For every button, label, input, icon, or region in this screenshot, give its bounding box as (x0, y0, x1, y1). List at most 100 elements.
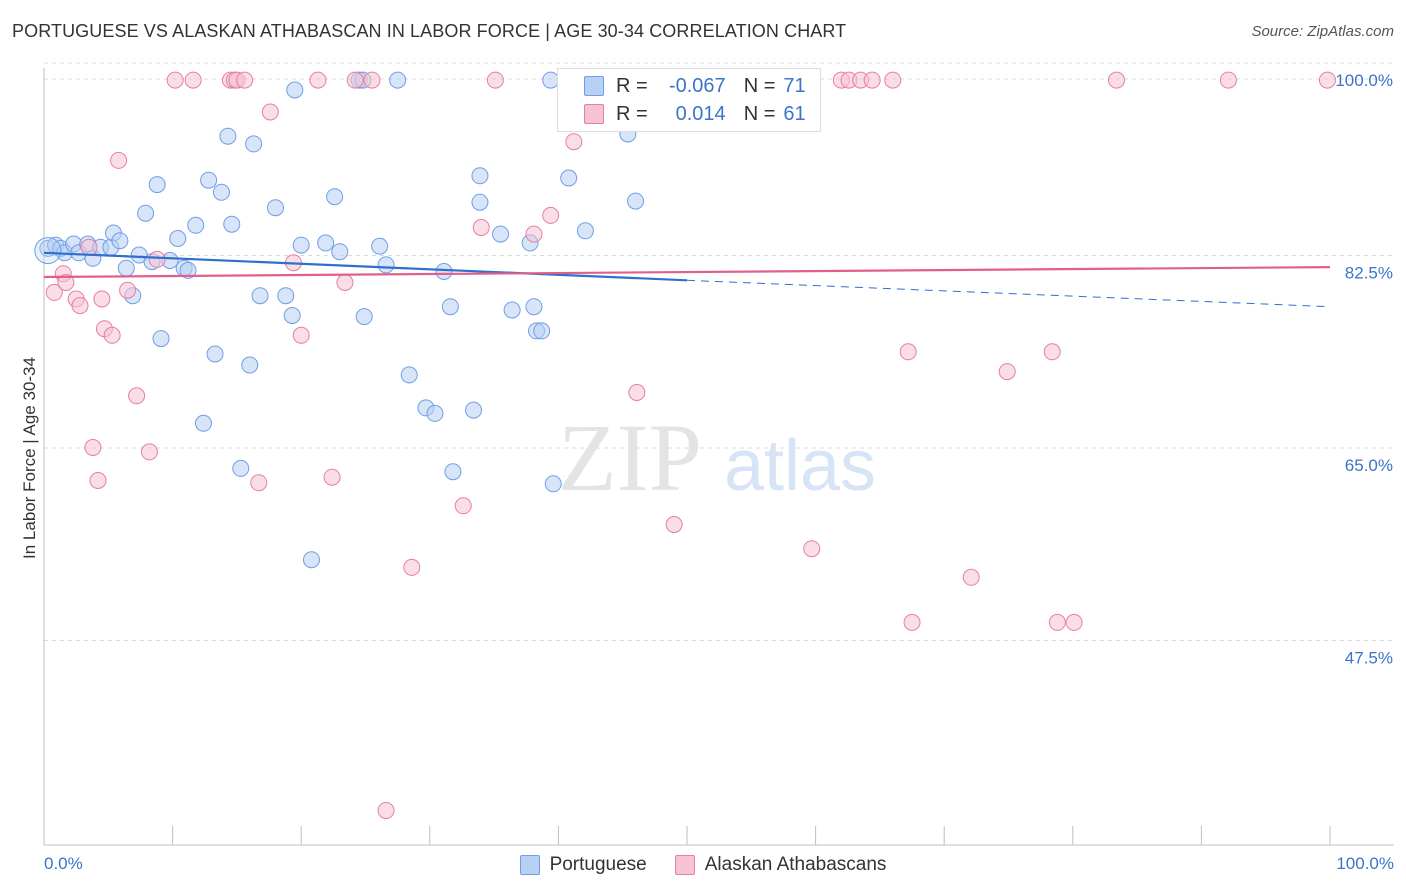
r-label: R = (616, 102, 648, 125)
portuguese-point (169, 230, 187, 247)
portuguese-point (117, 259, 135, 277)
athabascans-point (336, 274, 354, 291)
athabascans-point (486, 71, 504, 89)
athabascans-point (166, 71, 184, 89)
portuguese-point (223, 215, 241, 233)
y-tick-label: 65.0% (1345, 456, 1393, 475)
correlation-legend: R = -0.067 N = 71 R = 0.014 N = 61 (557, 68, 821, 132)
portuguese-point (111, 232, 129, 250)
data-points (34, 71, 1336, 819)
athabascans-point (628, 384, 646, 401)
portuguese-point (627, 192, 645, 210)
athabascans-point (1043, 343, 1061, 361)
portuguese-point (377, 256, 395, 274)
portuguese-point (179, 261, 197, 279)
n-label: N = (743, 74, 776, 97)
y-tick-label: 82.5% (1345, 264, 1393, 283)
portuguese-point (444, 463, 462, 481)
axes (43, 68, 1394, 846)
athabascans-point (525, 225, 543, 243)
athabascans-point (80, 238, 98, 256)
athabascans-point (1318, 71, 1336, 89)
athabascans-swatch (584, 104, 604, 124)
athabascans-point (346, 71, 364, 89)
trend-lines (43, 251, 1331, 308)
portuguese-point (219, 127, 237, 145)
portuguese-point (471, 193, 489, 211)
athabascans-point (89, 472, 107, 489)
y-tick-label: 100.0% (1335, 71, 1393, 90)
portuguese-point (465, 401, 483, 419)
athabascans-point (93, 290, 111, 308)
portuguese-point (331, 243, 349, 261)
portuguese-point (426, 404, 444, 422)
athabascans-point (110, 151, 128, 169)
portuguese-point (212, 183, 230, 201)
athabascans-point (184, 71, 202, 89)
athabascans-point (903, 613, 921, 631)
portuguese-point (148, 176, 166, 194)
portuguese-point (34, 237, 62, 265)
portuguese-point (317, 234, 335, 252)
athabascans-point (962, 568, 980, 586)
y-tick-label: 47.5% (1345, 649, 1393, 668)
athabascans-point (1048, 613, 1066, 631)
athabascans-point (665, 516, 683, 533)
portuguese-point (241, 356, 259, 374)
watermark: ZIP atlas (558, 404, 876, 511)
athabascans-point (542, 206, 560, 224)
portuguese-point (206, 345, 224, 363)
portuguese-swatch (519, 855, 540, 875)
athabascans-point (1065, 613, 1083, 631)
watermark-zip: ZIP (558, 404, 702, 511)
athabascans-point (884, 71, 902, 89)
n-value: 61 (783, 102, 806, 125)
watermark-atlas: atlas (724, 426, 876, 506)
athabascans-point (292, 326, 310, 344)
portuguese-point (251, 287, 269, 305)
r-value: 0.014 (675, 102, 726, 125)
r-value: -0.067 (668, 74, 726, 97)
source-credit: Source: ZipAtlas.com (1251, 23, 1394, 40)
athabascans-point (803, 540, 821, 558)
athabascans-point (323, 468, 341, 486)
portuguese-point (400, 366, 418, 384)
athabascans-point (148, 250, 166, 268)
athabascans-point (71, 297, 89, 315)
athabascans-point (899, 343, 917, 361)
legend-label: Portuguese (549, 854, 647, 875)
portuguese-point (492, 225, 510, 243)
athabascans-point (103, 326, 121, 344)
athabascans-point (377, 802, 395, 819)
portuguese-point (355, 308, 373, 326)
x-tick-label: 0.0% (44, 854, 83, 873)
series-legend: Portuguese Alaskan Athabascans (0, 851, 1406, 879)
athabascans-swatch (674, 855, 695, 875)
athabascans-point (363, 71, 381, 89)
athabascans-point (309, 71, 327, 89)
athabascans-point (236, 71, 254, 89)
athabascans-point (1108, 71, 1126, 89)
athabascans-point (998, 363, 1016, 381)
athabascans-trend-line (43, 266, 1331, 279)
portuguese-point (187, 216, 205, 234)
athabascans-point (119, 281, 137, 299)
legend-row-athabascans: R = 0.014 N = 61 (558, 100, 806, 128)
athabascans-point (140, 443, 158, 461)
portuguese-point (283, 307, 301, 324)
legend-item-portuguese[interactable]: Portuguese (519, 854, 647, 876)
portuguese-point (576, 222, 594, 240)
portuguese-point (441, 298, 459, 316)
portuguese-point (232, 459, 250, 477)
portuguese-trend-line (43, 251, 688, 282)
portuguese-point (194, 414, 212, 432)
portuguese-point (200, 171, 218, 189)
athabascans-point (57, 274, 75, 291)
x-tick-label: 100.0% (1336, 854, 1394, 873)
portuguese-point (503, 301, 521, 319)
chart-title: PORTUGUESE VS ALASKAN ATHABASCAN IN LABO… (12, 21, 847, 41)
legend-item-athabascans[interactable]: Alaskan Athabascans (674, 854, 886, 876)
athabascans-point (565, 133, 583, 151)
portuguese-point (471, 167, 489, 185)
